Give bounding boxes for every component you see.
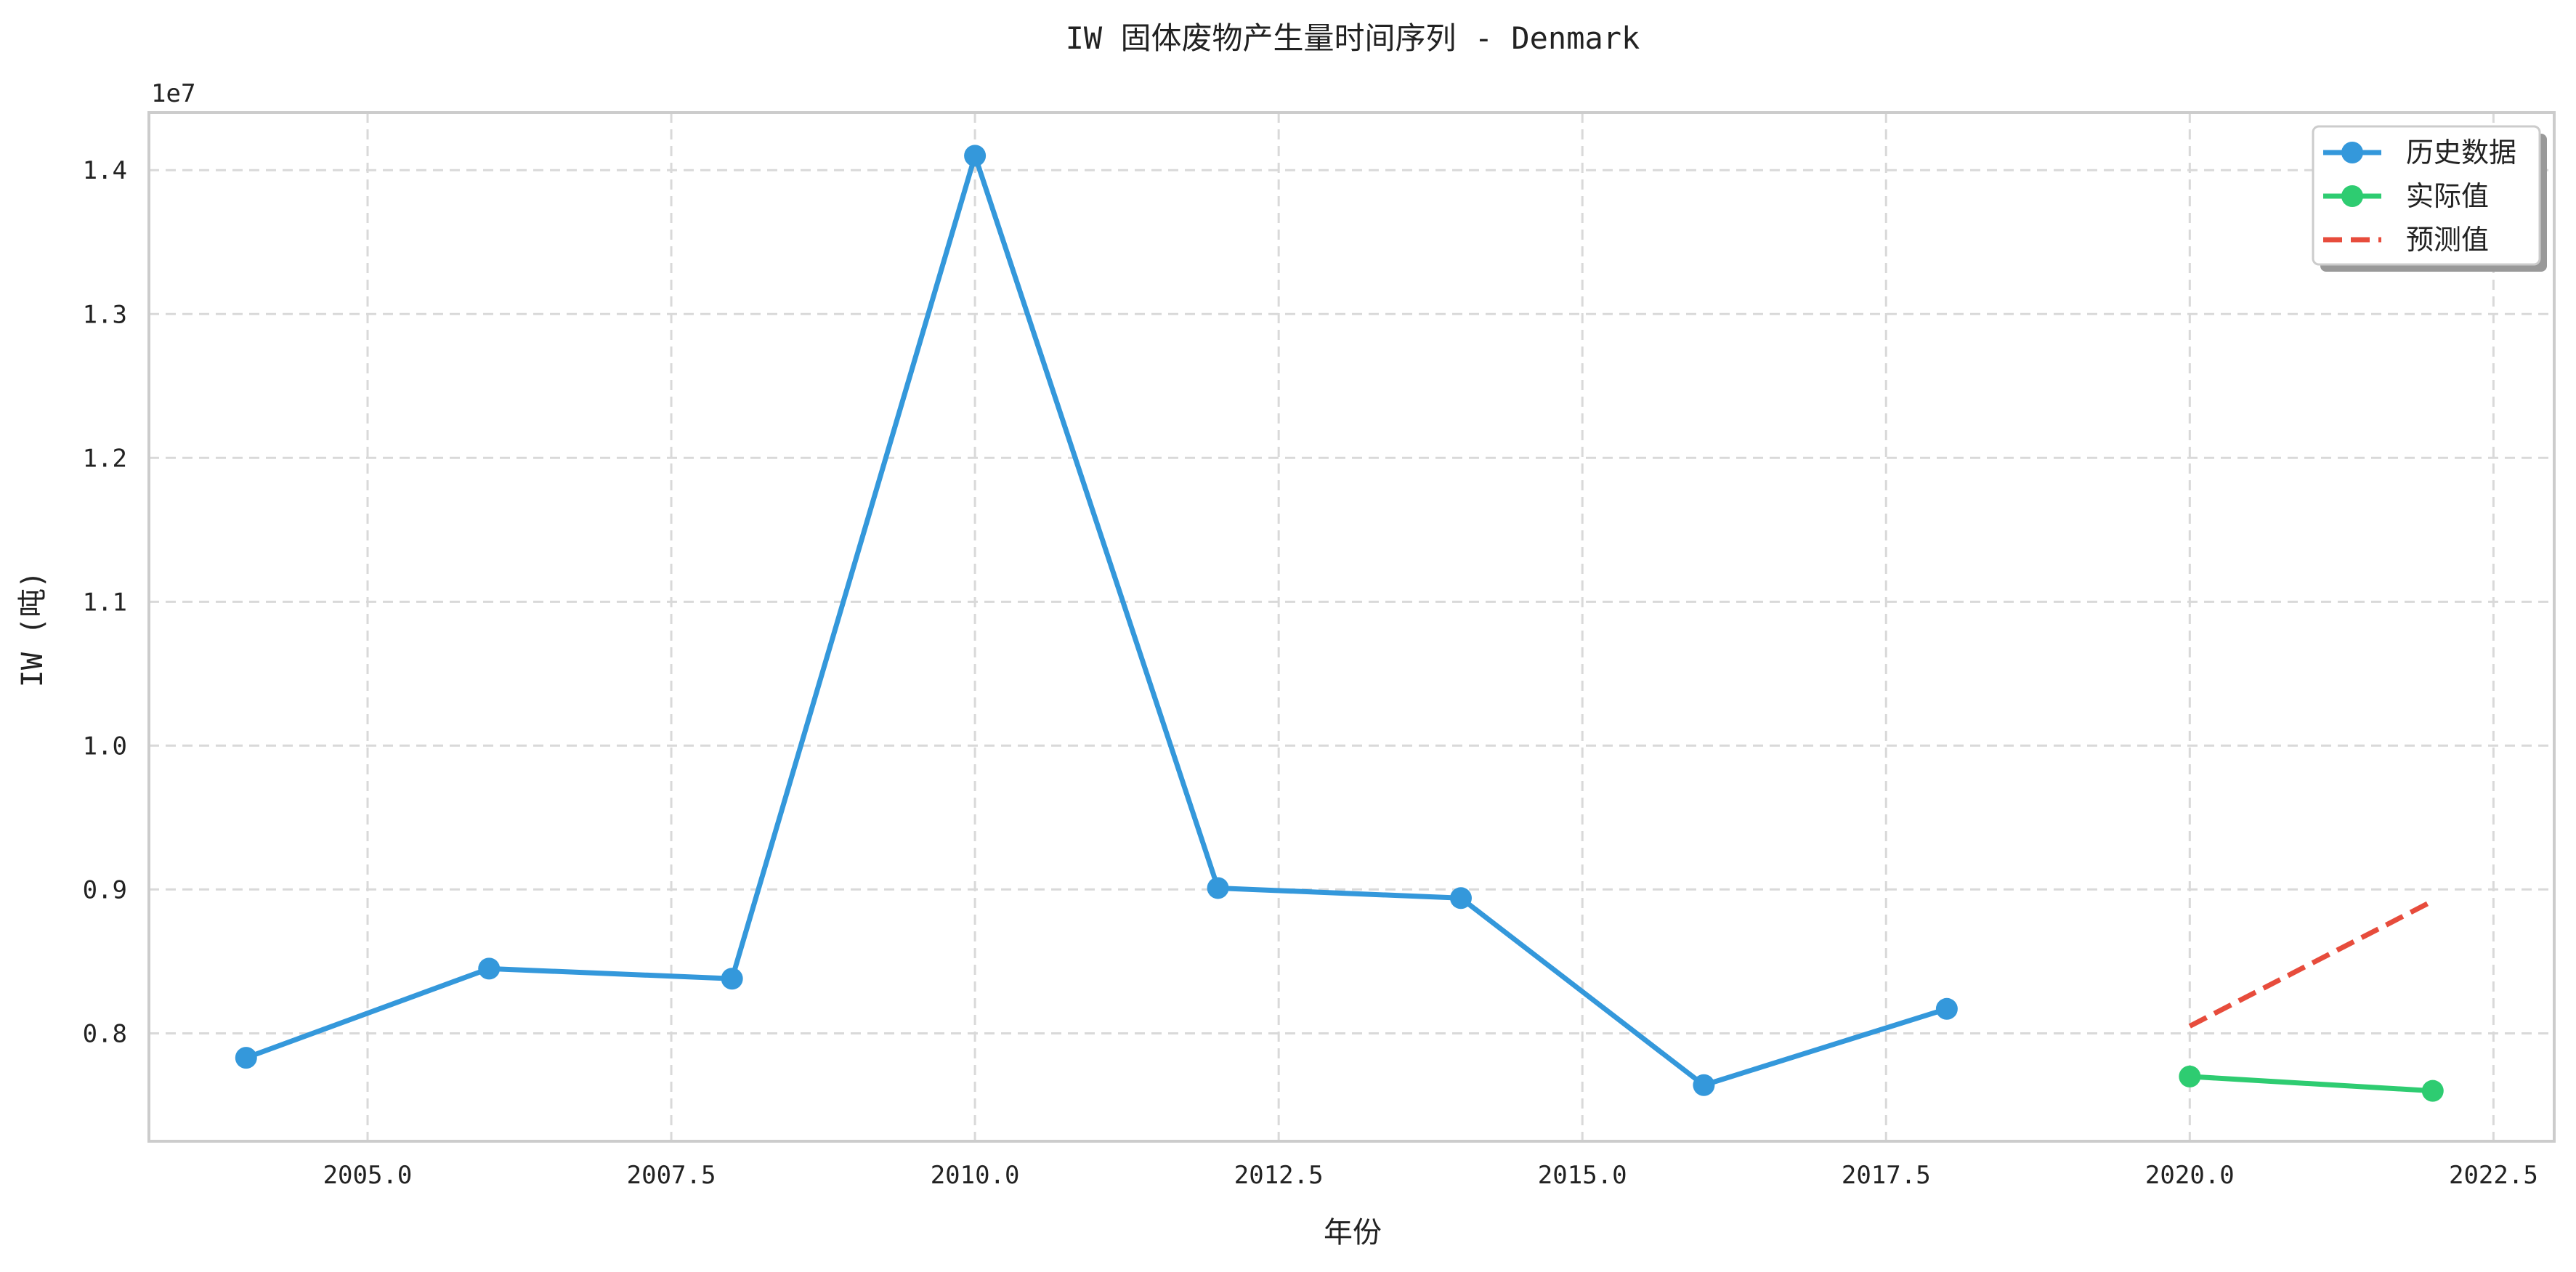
y-axis-label: IW (吨) bbox=[16, 571, 49, 687]
ticks: 2005.0 2007.5 2010.0 2012.5 2015.0 2017.5 2020… bbox=[83, 156, 2538, 1190]
legend-box bbox=[2312, 125, 2541, 266]
y-tick-label: 0.9 bbox=[83, 875, 127, 904]
legend-marker bbox=[2341, 185, 2363, 207]
data-point bbox=[1935, 997, 1958, 1020]
x-tick-label: 2010.0 bbox=[931, 1161, 1020, 1190]
data-point bbox=[478, 957, 501, 980]
y-tick-label: 1.4 bbox=[83, 156, 127, 185]
data-point bbox=[1450, 887, 1472, 910]
legend-label: 预测值 bbox=[2406, 224, 2489, 256]
chart-title: IW 固体废物产生量时间序列 - Denmark bbox=[1066, 20, 1640, 56]
x-tick-label: 2022.5 bbox=[2449, 1161, 2538, 1190]
y-tick-label: 0.8 bbox=[83, 1019, 127, 1048]
y-tick-label: 1.3 bbox=[83, 300, 127, 329]
y-tick-label: 1.1 bbox=[83, 588, 127, 617]
series-line bbox=[245, 153, 1948, 1088]
series-line bbox=[2188, 899, 2434, 1029]
grid bbox=[149, 113, 2554, 1141]
data-point bbox=[964, 145, 987, 167]
legend-label: 历史数据 bbox=[2406, 137, 2516, 169]
series-line bbox=[2190, 1074, 2433, 1094]
data-point bbox=[721, 968, 743, 990]
x-tick-label: 2012.5 bbox=[1234, 1161, 1324, 1190]
data-point bbox=[1693, 1074, 1715, 1096]
y-axis-offset-label: 1e7 bbox=[151, 79, 195, 108]
data-point bbox=[1207, 877, 1229, 899]
legend-label: 实际值 bbox=[2406, 180, 2489, 212]
y-tick-label: 1.0 bbox=[83, 732, 127, 761]
data-point bbox=[2421, 1079, 2444, 1102]
x-tick-label: 2017.5 bbox=[1842, 1161, 1931, 1190]
x-axis-label: 年份 bbox=[1324, 1216, 1382, 1249]
x-tick-label: 2020.0 bbox=[2145, 1161, 2235, 1190]
x-tick-label: 2005.0 bbox=[323, 1161, 413, 1190]
data-point bbox=[2179, 1065, 2201, 1087]
x-tick-label: 2007.5 bbox=[627, 1161, 716, 1190]
x-tick-label: 2015.0 bbox=[1538, 1161, 1627, 1190]
series bbox=[235, 145, 2444, 1102]
legend-marker bbox=[2341, 142, 2363, 163]
data-point bbox=[235, 1047, 257, 1069]
plot-frame bbox=[147, 111, 2556, 1143]
y-tick-label: 1.2 bbox=[83, 444, 127, 473]
